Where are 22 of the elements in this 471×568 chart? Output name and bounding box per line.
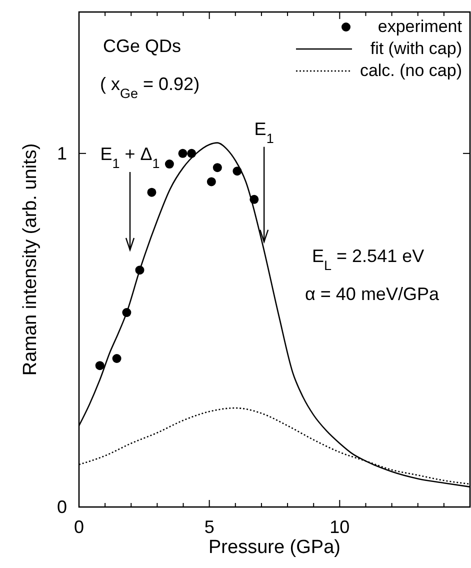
point [95, 361, 104, 370]
annotation: CGe QDs [103, 36, 182, 56]
y-axis-title: Raman intensity (arb. units) [20, 143, 41, 376]
point [206, 177, 216, 186]
legend-label: calc. (no cap) [360, 61, 462, 80]
x-tick-label: 0 [74, 517, 84, 537]
annotation: E$_{L}$ = 2.541 eV [312, 246, 424, 272]
x-tick-label: 10 [330, 517, 350, 537]
annotation: E$_{1}$ [254, 118, 274, 146]
annotation: E$_{1}$ + Δ$_{1}$ [100, 144, 160, 170]
point [147, 188, 156, 197]
x-axis-title: Pressure (GPa) [208, 537, 340, 558]
x-tick-label: 5 [204, 517, 214, 537]
point [112, 354, 122, 363]
y-tick-label: 1 [56, 143, 67, 164]
point [178, 148, 188, 158]
annotation: α = 40 meV/GPa [305, 284, 440, 304]
legend-label: fit (with cap) [370, 39, 462, 58]
annotation: ( x$_{Ge}$ = 0.92) [100, 74, 200, 100]
point [212, 163, 222, 172]
legend-label: experiment [378, 17, 462, 36]
point [164, 160, 174, 169]
